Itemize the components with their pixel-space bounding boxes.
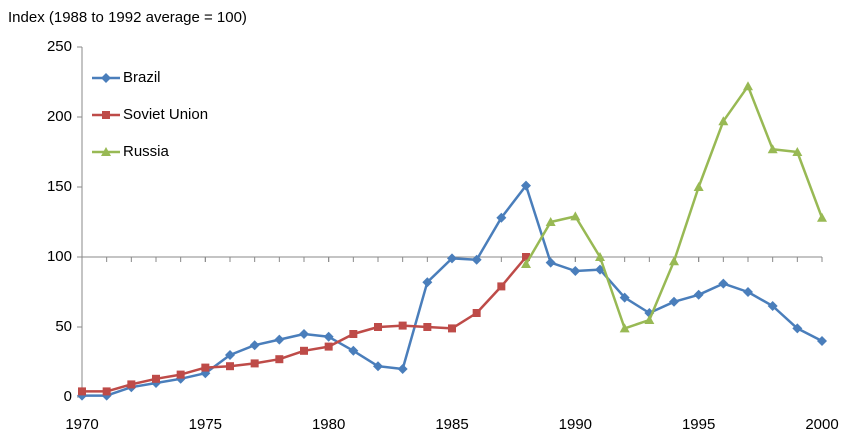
marker xyxy=(102,111,110,119)
marker xyxy=(792,323,803,334)
marker xyxy=(102,387,111,396)
marker xyxy=(274,334,285,345)
marker xyxy=(669,296,679,307)
marker xyxy=(201,363,210,372)
marker xyxy=(743,81,753,91)
marker xyxy=(373,361,383,372)
y-tick-label: 200 xyxy=(47,108,72,125)
marker xyxy=(275,355,284,364)
marker xyxy=(300,346,308,355)
series-line xyxy=(524,84,824,330)
marker xyxy=(397,364,408,374)
marker xyxy=(299,329,309,339)
marker xyxy=(225,350,235,360)
marker xyxy=(374,323,382,331)
marker xyxy=(669,256,679,266)
marker xyxy=(127,380,136,389)
marker xyxy=(693,289,704,300)
x-tick-label: 1990 xyxy=(559,416,592,433)
y-tick-label: 50 xyxy=(55,318,72,335)
marker xyxy=(152,374,160,383)
marker xyxy=(570,266,581,276)
x-tick-label: 1975 xyxy=(189,416,222,433)
marker xyxy=(521,180,531,191)
marker xyxy=(78,387,86,396)
series-line xyxy=(82,184,823,397)
marker xyxy=(471,254,482,265)
legend-label: Russia xyxy=(123,143,170,160)
marker xyxy=(644,315,655,324)
marker xyxy=(447,253,457,264)
marker xyxy=(521,259,531,268)
marker xyxy=(619,292,630,303)
marker xyxy=(348,345,359,356)
marker xyxy=(226,362,234,371)
legend-label: Soviet Union xyxy=(123,106,208,123)
legend-label: Brazil xyxy=(123,69,161,86)
marker xyxy=(250,359,259,368)
marker xyxy=(693,182,704,191)
marker xyxy=(743,287,753,297)
marker xyxy=(817,336,827,346)
marker xyxy=(619,323,630,333)
y-tick-label: 150 xyxy=(47,178,72,195)
marker xyxy=(423,323,432,331)
y-tick-label: 250 xyxy=(47,38,72,55)
marker xyxy=(595,252,605,261)
marker xyxy=(545,217,556,226)
marker xyxy=(718,116,729,126)
x-tick-label: 1970 xyxy=(65,416,98,433)
marker xyxy=(570,211,581,221)
x-tick-label: 1985 xyxy=(435,416,468,433)
marker xyxy=(422,277,433,288)
marker xyxy=(101,73,111,83)
marker xyxy=(767,144,778,154)
marker xyxy=(323,331,334,342)
marker xyxy=(792,147,803,156)
series-line xyxy=(82,256,527,393)
chart-title: Index (1988 to 1992 average = 100) xyxy=(8,9,247,26)
x-tick-label: 1995 xyxy=(682,416,715,433)
marker xyxy=(767,301,778,311)
marker xyxy=(448,324,456,333)
y-tick-label: 0 xyxy=(64,388,72,405)
marker xyxy=(718,278,729,289)
marker xyxy=(324,342,333,351)
y-tick-label: 100 xyxy=(47,248,72,265)
marker xyxy=(817,212,827,222)
marker xyxy=(497,282,506,291)
x-tick-label: 2000 xyxy=(805,416,838,433)
marker xyxy=(349,330,358,338)
marker xyxy=(398,321,407,330)
x-tick-label: 1980 xyxy=(312,416,345,433)
marker xyxy=(496,212,507,223)
marker xyxy=(545,257,556,268)
marker xyxy=(249,340,260,351)
marker xyxy=(101,147,111,156)
marker xyxy=(522,253,530,261)
marker xyxy=(472,309,481,317)
marker xyxy=(176,370,185,379)
